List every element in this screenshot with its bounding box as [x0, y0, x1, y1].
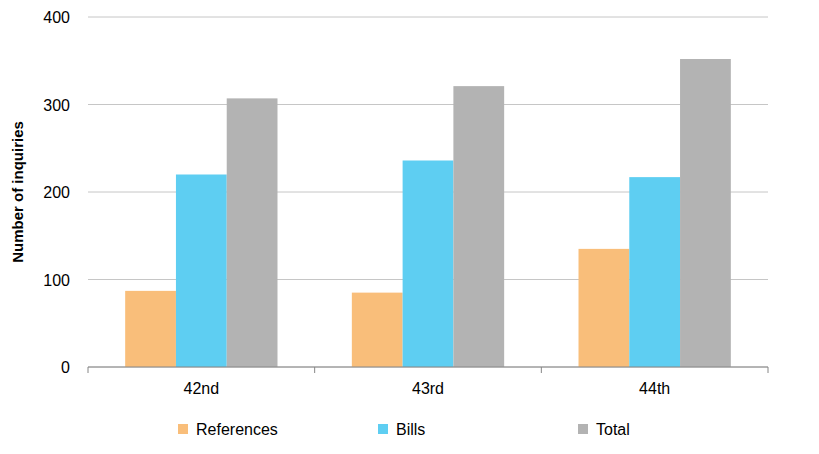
grid-line: [88, 104, 768, 105]
bar: [579, 249, 630, 367]
x-tick: [768, 367, 769, 373]
y-axis-label: Number of inquiries: [9, 121, 26, 263]
x-axis-line: [88, 367, 768, 368]
bar: [680, 59, 731, 367]
legend-label: References: [196, 421, 278, 438]
y-tick-label: 0: [61, 359, 70, 376]
legend-label: Total: [596, 421, 630, 438]
x-tick: [541, 367, 542, 373]
bar: [352, 293, 403, 367]
y-tick-label: 400: [43, 9, 70, 26]
bar: [403, 161, 454, 368]
x-tick: [88, 367, 89, 373]
x-tick-label: 44th: [639, 380, 670, 397]
bar: [629, 177, 680, 367]
legend-label: Bills: [396, 421, 425, 438]
chart: 0 100 200 300 400 Number of inquiries 42nd 43rd…: [0, 0, 819, 454]
bar: [176, 175, 227, 368]
bar: [125, 291, 176, 367]
x-tick: [314, 367, 315, 373]
legend-swatch: [378, 424, 388, 434]
legend-swatch: [178, 424, 188, 434]
x-tick-label: 43rd: [412, 380, 444, 397]
y-tick-label: 200: [43, 184, 70, 201]
grid-line: [88, 17, 768, 18]
grid-line: [88, 367, 768, 368]
x-tick-label: 42nd: [184, 380, 220, 397]
bars: [125, 59, 731, 367]
bar: [227, 98, 278, 367]
y-tick-label: 300: [43, 97, 70, 114]
bar: [453, 86, 504, 367]
legend-swatch: [578, 424, 588, 434]
y-tick-label: 100: [43, 272, 70, 289]
